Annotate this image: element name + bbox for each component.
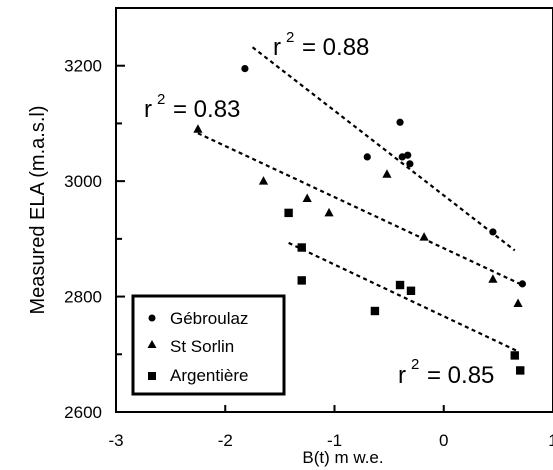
y-tick-label: 3200 bbox=[64, 57, 102, 76]
point-argentiere bbox=[370, 306, 380, 316]
point-gebroulaz bbox=[489, 228, 497, 236]
x-axis: B(t) m w.e. -3 -2 -1 0 1 bbox=[108, 405, 553, 467]
point-st-sorlin bbox=[258, 176, 269, 185]
x-axis-label: B(t) m w.e. bbox=[302, 448, 383, 467]
y-axis-label: Measured ELA (m.a.s.l) bbox=[27, 106, 49, 315]
point-st-sorlin bbox=[382, 169, 392, 178]
point-argentiere bbox=[516, 366, 525, 375]
point-st-sorlin bbox=[488, 274, 498, 283]
point-argentiere bbox=[297, 276, 306, 285]
x-tick-label: -1 bbox=[327, 431, 342, 450]
r2-symbol-argentiere: r bbox=[398, 362, 406, 389]
point-gebroulaz bbox=[406, 160, 414, 168]
y-axis: Measured ELA (m.a.s.l) 2600 2800 3000 3200 bbox=[27, 57, 125, 422]
r2-exp-argentiere: 2 bbox=[411, 356, 419, 373]
data-points bbox=[193, 65, 527, 375]
legend-marker-gebroulaz bbox=[148, 314, 156, 322]
trend-line-gebroulaz bbox=[251, 46, 516, 252]
point-st-sorlin bbox=[324, 207, 334, 217]
r2-label-gebroulaz: r 2 = 0.88 bbox=[273, 29, 369, 61]
trend-line-argentiere bbox=[288, 241, 519, 353]
x-tick-label: -2 bbox=[218, 431, 233, 450]
point-st-sorlin bbox=[193, 124, 203, 133]
r2-label-st-sorlin: r 2 = 0.83 bbox=[144, 91, 240, 123]
r2-symbol-st-sorlin: r bbox=[144, 96, 152, 123]
legend-label-st-sorlin: St Sorlin bbox=[170, 337, 234, 356]
r2-value-argentiere: = 0.85 bbox=[427, 362, 494, 389]
point-gebroulaz bbox=[363, 153, 371, 161]
x-tick-label: 0 bbox=[439, 431, 448, 450]
legend-label-gebroulaz: Gébroulaz bbox=[170, 309, 248, 328]
point-gebroulaz bbox=[241, 65, 249, 73]
point-argentiere bbox=[406, 286, 416, 295]
point-st-sorlin bbox=[419, 232, 429, 241]
point-st-sorlin bbox=[513, 298, 523, 307]
r-squared-labels: r 2 = 0.88 r 2 = 0.83 r 2 = 0.85 bbox=[144, 29, 494, 389]
legend: Gébroulaz St Sorlin Argentière bbox=[131, 294, 286, 396]
y-tick-label: 3000 bbox=[64, 172, 102, 191]
legend-marker-st-sorlin bbox=[147, 340, 157, 348]
point-argentiere bbox=[510, 351, 519, 360]
y-tick-label: 2600 bbox=[64, 403, 102, 422]
point-argentiere bbox=[297, 243, 306, 252]
r2-value-st-sorlin: = 0.83 bbox=[173, 96, 240, 123]
point-argentiere bbox=[284, 208, 293, 218]
point-gebroulaz bbox=[518, 280, 527, 288]
trend-line-st-sorlin bbox=[197, 132, 523, 287]
trend-lines bbox=[197, 46, 523, 353]
point-argentiere bbox=[395, 280, 405, 290]
legend-box bbox=[131, 294, 286, 396]
point-gebroulaz bbox=[398, 153, 406, 161]
x-tick-label: -3 bbox=[108, 431, 123, 450]
x-tick-label: 1 bbox=[548, 431, 553, 450]
r2-exp-st-sorlin: 2 bbox=[157, 91, 165, 108]
legend-label-argentiere: Argentière bbox=[170, 366, 248, 385]
point-st-sorlin bbox=[302, 193, 312, 202]
r2-label-argentiere: r 2 = 0.85 bbox=[398, 356, 494, 389]
legend-marker-argentiere bbox=[148, 372, 156, 380]
point-gebroulaz bbox=[404, 151, 412, 159]
r2-symbol-gebroulaz: r bbox=[273, 34, 281, 61]
y-tick-label: 2800 bbox=[64, 288, 102, 307]
r2-value-gebroulaz: = 0.88 bbox=[302, 34, 369, 61]
r2-exp-gebroulaz: 2 bbox=[286, 29, 294, 46]
point-gebroulaz bbox=[396, 118, 404, 126]
